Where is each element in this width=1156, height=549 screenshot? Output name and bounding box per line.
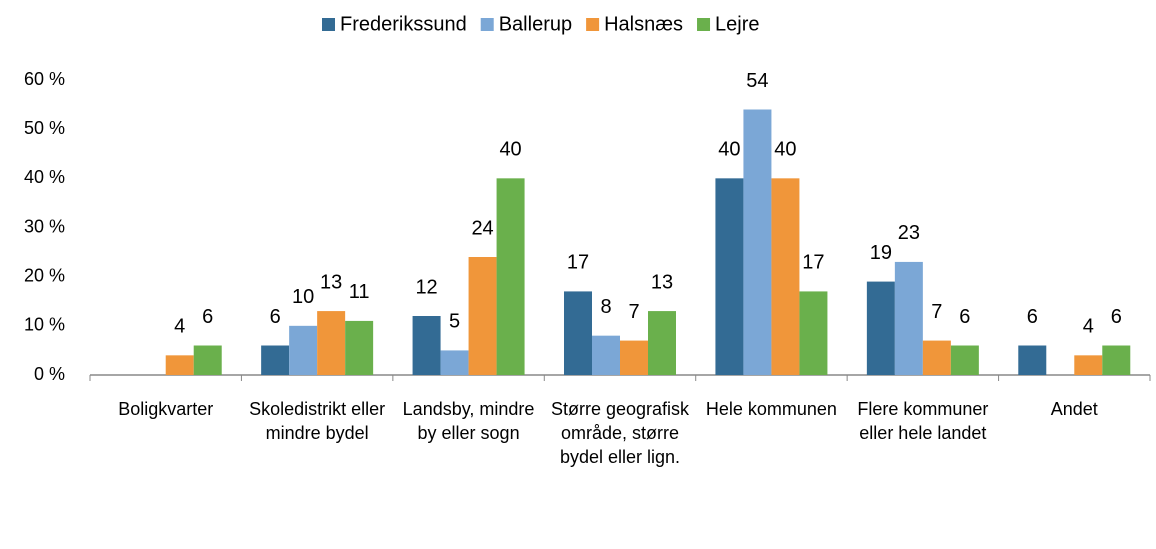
data-label: 12 [415, 276, 437, 298]
data-label: 24 [471, 217, 493, 239]
bar [345, 320, 374, 375]
data-label: 4 [1083, 316, 1094, 338]
y-tick-label: 10 % [24, 315, 65, 335]
x-tick-label: Større geografisk område, større bydel e… [550, 399, 690, 467]
y-tick-label: 60 % [24, 69, 65, 89]
data-label: 10 [292, 286, 314, 308]
bar [866, 281, 895, 375]
bar [648, 311, 676, 375]
x-tick-label: Hele kommunen [705, 399, 837, 419]
data-label: 17 [567, 252, 589, 274]
bar [743, 109, 772, 375]
bar [317, 311, 346, 375]
bar [468, 257, 497, 375]
bar [496, 178, 525, 375]
y-tick-label: 50 % [24, 118, 65, 138]
bar [1018, 345, 1047, 375]
bar [1102, 345, 1131, 375]
data-label: 19 [870, 242, 892, 264]
legend-swatch [480, 18, 494, 31]
data-label: 40 [774, 139, 796, 161]
data-label: 6 [1027, 306, 1038, 328]
x-tick-label: Andet [1050, 399, 1098, 419]
bar [715, 178, 744, 375]
legend-label: Frederikssund [340, 13, 467, 35]
bar [261, 345, 290, 375]
data-label: 40 [499, 139, 521, 161]
bar [799, 291, 828, 375]
legend-swatch [322, 18, 335, 31]
x-tick-label: Flere kommuner eller hele landet [857, 399, 989, 443]
bar [289, 325, 318, 375]
x-tick-label: Boligkvarter [118, 399, 214, 419]
bar [1074, 355, 1103, 375]
data-label: 4 [174, 316, 185, 338]
data-label: 7 [628, 301, 639, 323]
legend-swatch [697, 18, 711, 31]
bar [440, 350, 469, 375]
data-label: 11 [349, 281, 370, 303]
legend-label: Ballerup [499, 13, 572, 35]
y-tick-label: 30 % [24, 216, 65, 236]
bar [950, 345, 979, 375]
x-tick-label: Landsby, mindre by eller sogn [402, 399, 535, 443]
legend-swatch [586, 18, 600, 31]
bar [922, 340, 951, 375]
data-label: 23 [898, 222, 920, 244]
data-label: 40 [718, 139, 740, 161]
bar [771, 178, 800, 375]
data-label: 54 [746, 70, 768, 92]
data-label: 8 [600, 296, 611, 318]
bar [193, 345, 222, 375]
data-label: 5 [449, 311, 460, 333]
data-label: 13 [651, 271, 673, 293]
legend-label: Halsnæs [604, 13, 683, 35]
data-label: 6 [270, 306, 281, 328]
bar [592, 335, 620, 375]
data-label: 17 [802, 252, 824, 274]
bar [165, 355, 194, 375]
bar [564, 291, 592, 375]
data-label: 13 [320, 271, 342, 293]
legend-label: Lejre [715, 13, 759, 35]
data-label: 6 [959, 306, 970, 328]
y-tick-label: 20 % [24, 265, 65, 285]
y-tick-label: 0 % [34, 364, 65, 384]
data-label: 7 [931, 301, 942, 323]
data-label: 6 [202, 306, 213, 328]
x-tick-label: Skoledistrikt eller mindre bydel [249, 399, 386, 443]
data-label: 6 [1111, 306, 1122, 328]
bar [894, 261, 923, 375]
bar [412, 316, 441, 375]
y-tick-label: 40 % [24, 167, 65, 187]
bar [620, 340, 648, 375]
